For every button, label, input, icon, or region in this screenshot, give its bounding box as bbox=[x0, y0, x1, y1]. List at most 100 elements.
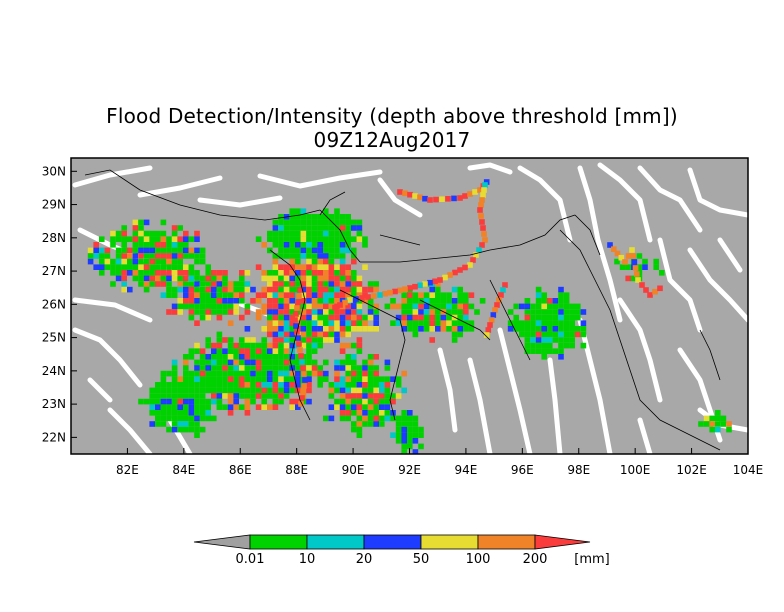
flood-pixel bbox=[507, 320, 514, 326]
flood-pixel bbox=[311, 365, 318, 371]
flood-pixel bbox=[278, 398, 284, 405]
flood-pixel bbox=[298, 401, 304, 407]
flood-pixel bbox=[367, 314, 374, 321]
flood-pixel bbox=[272, 230, 279, 237]
flood-pixel bbox=[607, 242, 613, 248]
flood-pixel bbox=[183, 382, 189, 388]
flood-pixel bbox=[183, 230, 189, 237]
flood-pixel bbox=[255, 365, 262, 371]
flood-pixel bbox=[300, 320, 307, 326]
flood-pixel bbox=[463, 303, 469, 310]
flood-pixel bbox=[395, 415, 402, 422]
lat-tick-label: 25N bbox=[42, 331, 66, 345]
flood-pixel bbox=[149, 264, 155, 270]
flood-pixel bbox=[267, 387, 273, 394]
flood-pixel bbox=[328, 258, 335, 265]
flood-pixel bbox=[177, 415, 183, 422]
flood-pixel bbox=[317, 236, 323, 242]
flood-pixel bbox=[328, 225, 335, 231]
flood-pixel bbox=[250, 348, 256, 354]
flood-pixel bbox=[334, 281, 340, 287]
flood-pixel bbox=[250, 393, 256, 399]
flood-pixel bbox=[289, 376, 295, 382]
flood-pixel bbox=[127, 258, 133, 265]
flood-pixel bbox=[339, 270, 346, 276]
flood-pixel bbox=[558, 286, 564, 293]
flood-pixel bbox=[625, 253, 632, 259]
flood-pixel bbox=[289, 404, 295, 410]
flood-pixel bbox=[407, 314, 413, 321]
flood-pixel bbox=[188, 236, 195, 242]
flood-pixel bbox=[188, 348, 195, 354]
flood-pixel bbox=[177, 242, 183, 248]
flood-pixel bbox=[345, 382, 351, 388]
flood-pixel bbox=[306, 348, 312, 354]
flood-pixel bbox=[351, 421, 357, 427]
flood-pixel bbox=[138, 258, 144, 265]
flood-pixel bbox=[99, 236, 105, 242]
flood-pixel bbox=[216, 354, 223, 360]
flood-pixel bbox=[294, 305, 300, 311]
flood-pixel bbox=[244, 359, 251, 366]
flood-pixel bbox=[477, 187, 483, 193]
flood-pixel bbox=[452, 269, 458, 276]
flood-pixel bbox=[351, 320, 357, 326]
flood-pixel bbox=[487, 322, 493, 328]
flood-pixel bbox=[211, 415, 217, 422]
flood-pixel bbox=[317, 382, 323, 388]
flood-pixel bbox=[485, 327, 492, 333]
flood-pixel bbox=[205, 398, 211, 405]
flood-pixel bbox=[339, 359, 346, 366]
flood-pixel bbox=[365, 294, 371, 300]
flood-pixel bbox=[272, 398, 279, 405]
flood-pixel bbox=[250, 337, 256, 343]
flood-pixel bbox=[575, 303, 581, 310]
flood-pixel bbox=[498, 292, 504, 298]
flood-pixel bbox=[345, 415, 351, 422]
flood-pixel bbox=[289, 236, 295, 242]
flood-pixel bbox=[160, 387, 167, 394]
flood-pixel bbox=[440, 314, 447, 321]
flood-pixel bbox=[199, 303, 206, 310]
flood-pixel bbox=[334, 225, 340, 231]
flood-pixel bbox=[547, 309, 553, 315]
flood-pixel bbox=[155, 264, 161, 270]
flood-pixel bbox=[479, 197, 485, 203]
flood-pixel bbox=[205, 309, 211, 315]
flood-pixel bbox=[328, 303, 335, 310]
flood-pixel bbox=[463, 292, 469, 298]
flood-pixel bbox=[395, 393, 402, 399]
flood-pixel bbox=[306, 326, 312, 332]
flood-pixel bbox=[524, 348, 531, 354]
flood-pixel bbox=[205, 365, 211, 371]
flood-pixel bbox=[351, 275, 357, 282]
flood-pixel bbox=[323, 236, 329, 242]
flood-pixel bbox=[227, 298, 234, 304]
flood-pixel bbox=[552, 303, 559, 310]
flood-pixel bbox=[569, 331, 575, 338]
flood-pixel bbox=[289, 331, 295, 338]
flood-pixel bbox=[317, 376, 323, 382]
flood-pixel bbox=[535, 320, 542, 326]
flood-pixel bbox=[337, 302, 343, 308]
flood-pixel bbox=[171, 270, 178, 276]
flood-pixel bbox=[239, 292, 245, 298]
flood-pixel bbox=[435, 326, 441, 332]
flood-pixel bbox=[132, 253, 139, 259]
flood-pixel bbox=[171, 253, 178, 259]
flood-pixel bbox=[345, 247, 351, 254]
flood-pixel bbox=[300, 337, 307, 343]
flood-pixel bbox=[160, 242, 167, 248]
flood-pixel bbox=[328, 382, 335, 388]
flood-pixel bbox=[267, 370, 273, 377]
colorbar-segment-cyan bbox=[306, 534, 365, 550]
flood-pixel bbox=[289, 247, 295, 254]
lat-tick-label: 22N bbox=[42, 430, 66, 444]
flood-pixel bbox=[356, 309, 363, 315]
flood-pixel bbox=[630, 253, 636, 259]
flood-pixel bbox=[457, 309, 463, 315]
flood-pixel bbox=[99, 253, 105, 259]
flood-pixel bbox=[205, 410, 211, 416]
flood-pixel bbox=[317, 242, 323, 248]
lat-tick-label: 29N bbox=[42, 198, 66, 212]
